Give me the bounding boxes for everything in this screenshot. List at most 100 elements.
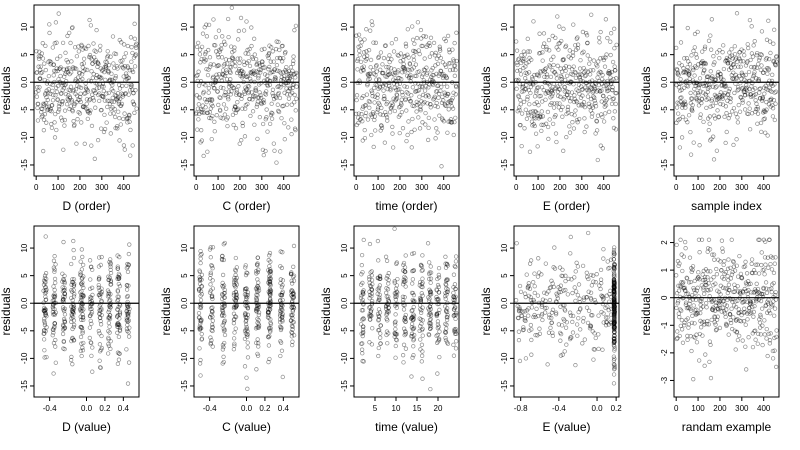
- data-point: [62, 312, 68, 317]
- data-point: [267, 304, 272, 309]
- data-point: [760, 98, 765, 103]
- data-point: [273, 74, 278, 80]
- data-point: [580, 341, 585, 346]
- data-point: [97, 98, 102, 104]
- data-point: [253, 87, 258, 93]
- data-point: [682, 102, 687, 107]
- data-point: [417, 316, 422, 321]
- data-point: [278, 56, 283, 61]
- data-point: [393, 322, 398, 327]
- scatter-points: [513, 230, 617, 386]
- data-point: [40, 41, 45, 46]
- data-point: [732, 51, 738, 57]
- data-point: [396, 75, 401, 81]
- data-point: [407, 61, 412, 66]
- data-point: [710, 76, 715, 82]
- data-point: [70, 306, 76, 311]
- data-point: [243, 106, 248, 111]
- data-point: [612, 245, 617, 250]
- data-point: [213, 49, 219, 54]
- data-point: [70, 336, 75, 341]
- data-point: [446, 61, 452, 66]
- data-point: [610, 97, 616, 102]
- y-tick-label: 0.0: [180, 297, 189, 309]
- data-point: [695, 83, 700, 88]
- data-point: [579, 84, 584, 89]
- y-tick-label: -10: [180, 131, 189, 143]
- data-point: [372, 94, 378, 99]
- data-point: [201, 153, 206, 159]
- data-point: [751, 74, 756, 79]
- data-point: [272, 67, 277, 72]
- data-point: [385, 301, 390, 306]
- data-point: [763, 57, 769, 62]
- data-point: [123, 51, 129, 56]
- data-point: [245, 83, 251, 88]
- data-point: [243, 103, 248, 108]
- data-point: [409, 308, 414, 313]
- data-point: [580, 263, 586, 269]
- data-point: [291, 320, 296, 325]
- data-point: [711, 54, 716, 59]
- data-point: [429, 79, 434, 85]
- data-point: [739, 86, 745, 91]
- data-point: [375, 109, 380, 115]
- data-point: [425, 42, 430, 47]
- data-point: [92, 88, 97, 93]
- data-point: [265, 73, 270, 78]
- data-point: [369, 273, 374, 278]
- data-point: [106, 343, 112, 349]
- data-point: [550, 91, 556, 96]
- data-point: [69, 25, 75, 31]
- data-point: [613, 91, 618, 96]
- data-point: [681, 85, 687, 90]
- data-point: [233, 277, 239, 283]
- data-point: [398, 100, 404, 106]
- data-point: [127, 306, 132, 311]
- data-point: [369, 302, 375, 307]
- data-point: [771, 270, 777, 276]
- data-point: [52, 307, 57, 312]
- data-point: [393, 286, 399, 291]
- data-point: [384, 294, 389, 299]
- data-point: [97, 358, 102, 363]
- data-point: [765, 353, 770, 359]
- data-point: [131, 55, 137, 60]
- data-point: [34, 49, 39, 54]
- data-point: [266, 289, 271, 294]
- data-point: [612, 344, 617, 349]
- data-point: [410, 297, 415, 303]
- data-point: [199, 336, 205, 341]
- data-point: [267, 289, 273, 294]
- data-point: [62, 123, 67, 128]
- data-point: [124, 283, 130, 288]
- data-point: [740, 59, 746, 64]
- data-point: [274, 63, 280, 68]
- data-point: [292, 126, 298, 131]
- data-point: [593, 80, 598, 85]
- data-point: [201, 110, 207, 115]
- data-point: [518, 102, 523, 107]
- data-point: [51, 371, 56, 376]
- data-point: [87, 111, 92, 116]
- data-point: [770, 114, 776, 119]
- data-point: [106, 316, 111, 321]
- data-point: [442, 329, 448, 334]
- data-point: [205, 110, 210, 115]
- data-point: [451, 272, 457, 277]
- data-point: [270, 111, 275, 116]
- data-point: [443, 296, 448, 301]
- data-point: [428, 102, 433, 107]
- data-point: [215, 75, 220, 80]
- data-point: [377, 314, 382, 319]
- data-point: [367, 105, 372, 110]
- data-point: [226, 84, 232, 89]
- data-point: [410, 116, 415, 122]
- data-point: [221, 326, 226, 331]
- data-point: [231, 317, 237, 323]
- data-point: [756, 57, 762, 63]
- data-point: [714, 266, 719, 272]
- data-point: [207, 247, 213, 252]
- data-point: [419, 291, 424, 296]
- data-point: [231, 282, 237, 288]
